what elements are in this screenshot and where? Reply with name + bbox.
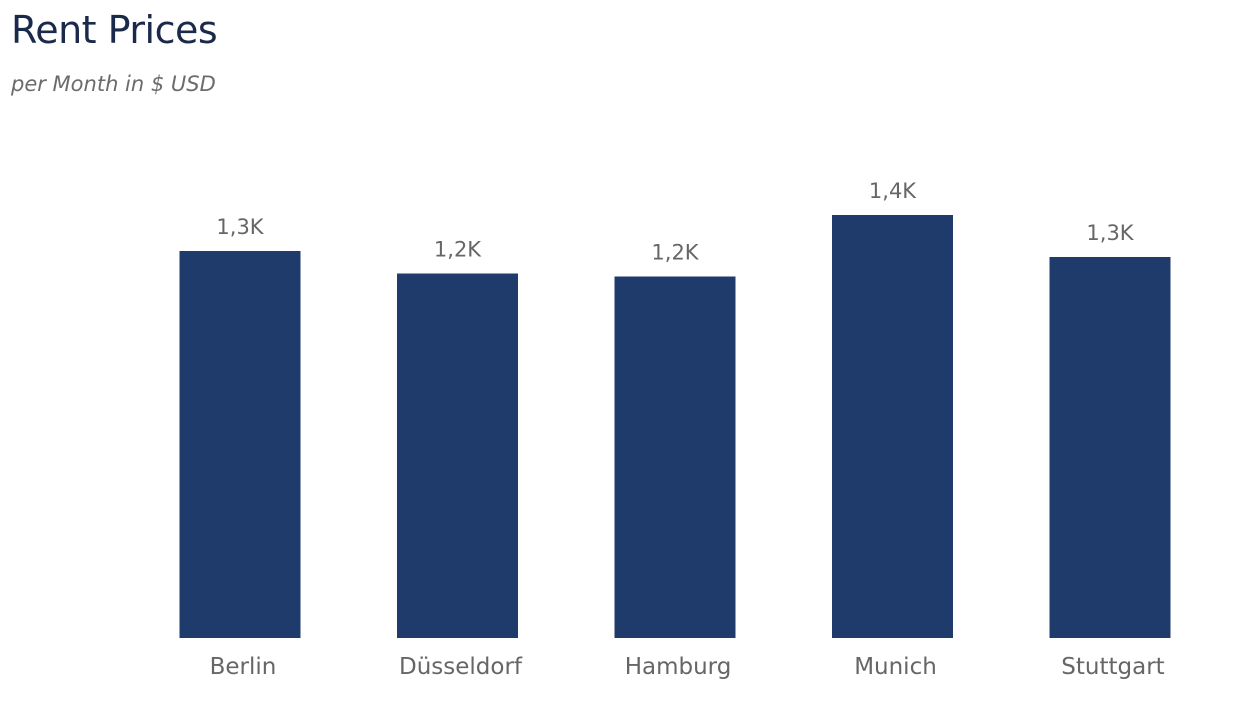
category-label: Berlin (210, 654, 277, 680)
bar-berlin[interactable] (179, 251, 301, 638)
data-label: 1,2K (434, 238, 482, 262)
bar-d-sseldorf[interactable] (397, 273, 518, 639)
chart-title: Rent Prices (11, 8, 218, 52)
data-label: 1,2K (651, 241, 699, 265)
data-label: 1,3K (216, 215, 264, 239)
data-label: 1,3K (1086, 221, 1134, 245)
category-label: Hamburg (625, 654, 732, 680)
chart-subtitle: per Month in $ USD (11, 72, 216, 96)
category-label: Stuttgart (1061, 654, 1164, 680)
bar-stuttgart[interactable] (1049, 257, 1171, 638)
category-label: Düsseldorf (399, 654, 523, 680)
category-label: Munich (854, 654, 937, 680)
bar-hamburg[interactable] (614, 276, 736, 639)
data-label: 1,4K (869, 179, 917, 203)
bar-munich[interactable] (832, 215, 953, 638)
